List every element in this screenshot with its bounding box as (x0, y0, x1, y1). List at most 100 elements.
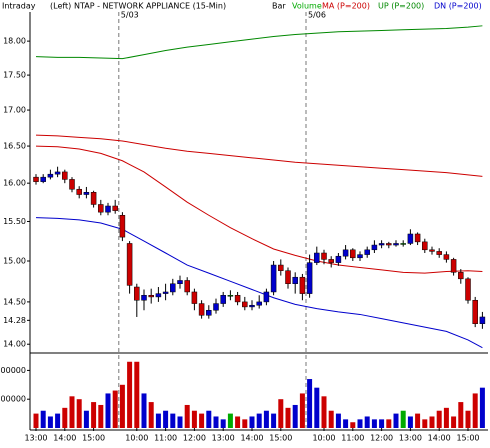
x-tick-label: 10:00 (312, 434, 335, 443)
volume-bar (127, 361, 133, 428)
volume-bar (285, 407, 291, 428)
candle-body (270, 264, 277, 293)
volume-bar (76, 399, 82, 428)
candle-body (206, 309, 212, 316)
volume-bar (62, 407, 68, 428)
header-scale: (Left) (50, 2, 71, 11)
volume-bar (177, 416, 183, 428)
volume-bar (235, 416, 241, 428)
candle-body (162, 291, 169, 294)
candle-body (371, 244, 378, 251)
indicator-line (35, 134, 483, 177)
candle-body (177, 280, 183, 284)
volume-bar (321, 396, 327, 428)
x-tick-label: 11:00 (154, 434, 177, 443)
volume-bar (33, 413, 39, 428)
candle-body (69, 179, 75, 190)
y-tick-label: 16.00 (3, 179, 26, 188)
header-price-label: Bar (272, 2, 286, 11)
last-price-label: 14.28 (3, 316, 26, 325)
candle-body (170, 283, 176, 293)
volume-bar (40, 410, 46, 428)
volume-bar (119, 384, 125, 428)
x-tick-label: 13:00 (399, 434, 422, 443)
volume-bar (393, 413, 399, 428)
x-tick-label: 14:00 (53, 434, 76, 443)
candle-body (357, 254, 363, 259)
volume-bar (213, 416, 219, 428)
volume-bar (148, 402, 154, 428)
x-tick-label: 12:00 (183, 434, 206, 443)
volume-bar (307, 379, 313, 428)
candle-body (458, 272, 464, 280)
volume-bar (292, 404, 298, 428)
volume-bar (206, 410, 212, 428)
volume-bar (155, 413, 161, 428)
volume-bar (479, 387, 485, 428)
legend-entry: UP (P=200) (378, 2, 424, 11)
candle-body (364, 249, 370, 255)
indicator-line (35, 25, 483, 60)
candle-body (422, 241, 428, 251)
candle-body (407, 233, 414, 244)
candle-body (400, 243, 406, 245)
candle-body (126, 243, 133, 286)
candle-body (220, 295, 226, 304)
volume-bar (242, 419, 248, 428)
header-volume-label: Volume (292, 2, 322, 11)
header-title: NTAP - NETWORK APPLIANCE (15-Min) (74, 2, 226, 11)
x-tick-label: 15:00 (269, 434, 292, 443)
candle-body (249, 304, 255, 308)
volume-bar (328, 410, 334, 428)
x-tick-label: 14:00 (428, 434, 451, 443)
candle-body (98, 204, 104, 213)
candle-body (242, 301, 248, 308)
date-label: 5/06 (308, 11, 326, 20)
volume-bar (271, 413, 277, 428)
volume-bar (83, 410, 89, 428)
candle-body (47, 173, 54, 178)
volume-bar (191, 410, 197, 428)
candle-body (54, 171, 61, 175)
candle-body (90, 192, 97, 205)
volume-bar (278, 399, 284, 428)
candle-body (306, 262, 313, 294)
candle-body (155, 293, 162, 298)
volume-bar (263, 410, 269, 428)
candle-body (83, 192, 90, 195)
candle-body (335, 255, 342, 263)
candle-body (278, 264, 284, 271)
volume-bar (220, 419, 226, 428)
header-mode: Intraday (2, 2, 36, 11)
volume-bar (314, 387, 320, 428)
candle-body (472, 299, 478, 324)
candle-body (292, 276, 298, 284)
candle-body (134, 286, 140, 301)
candle-body (285, 270, 291, 284)
volume-bar (379, 419, 385, 428)
volume-bar (227, 413, 233, 428)
candle-body (378, 243, 385, 246)
y-tick-label: 14.50 (3, 297, 26, 306)
volume-bar (163, 410, 169, 428)
candle-body (141, 295, 147, 301)
volume-bar (112, 390, 118, 428)
candle-body (227, 295, 234, 297)
volume-bar (343, 419, 349, 428)
y-tick-label: 18.00 (3, 37, 26, 46)
volume-bar (436, 410, 442, 428)
volume-bar (429, 416, 435, 428)
candle-body (328, 259, 334, 263)
volume-bar (184, 404, 190, 428)
volume-bar (170, 413, 176, 428)
volume-tick-label: 500000 (0, 395, 26, 404)
x-tick-label: 13:00 (212, 434, 235, 443)
candle-body (148, 295, 154, 298)
volume-bar (350, 422, 356, 428)
candle-body (213, 303, 219, 311)
candle-body (314, 252, 320, 263)
candle-body (350, 249, 356, 259)
volume-bar (465, 410, 471, 428)
candle-body (112, 205, 118, 211)
volume-bar (199, 413, 205, 428)
